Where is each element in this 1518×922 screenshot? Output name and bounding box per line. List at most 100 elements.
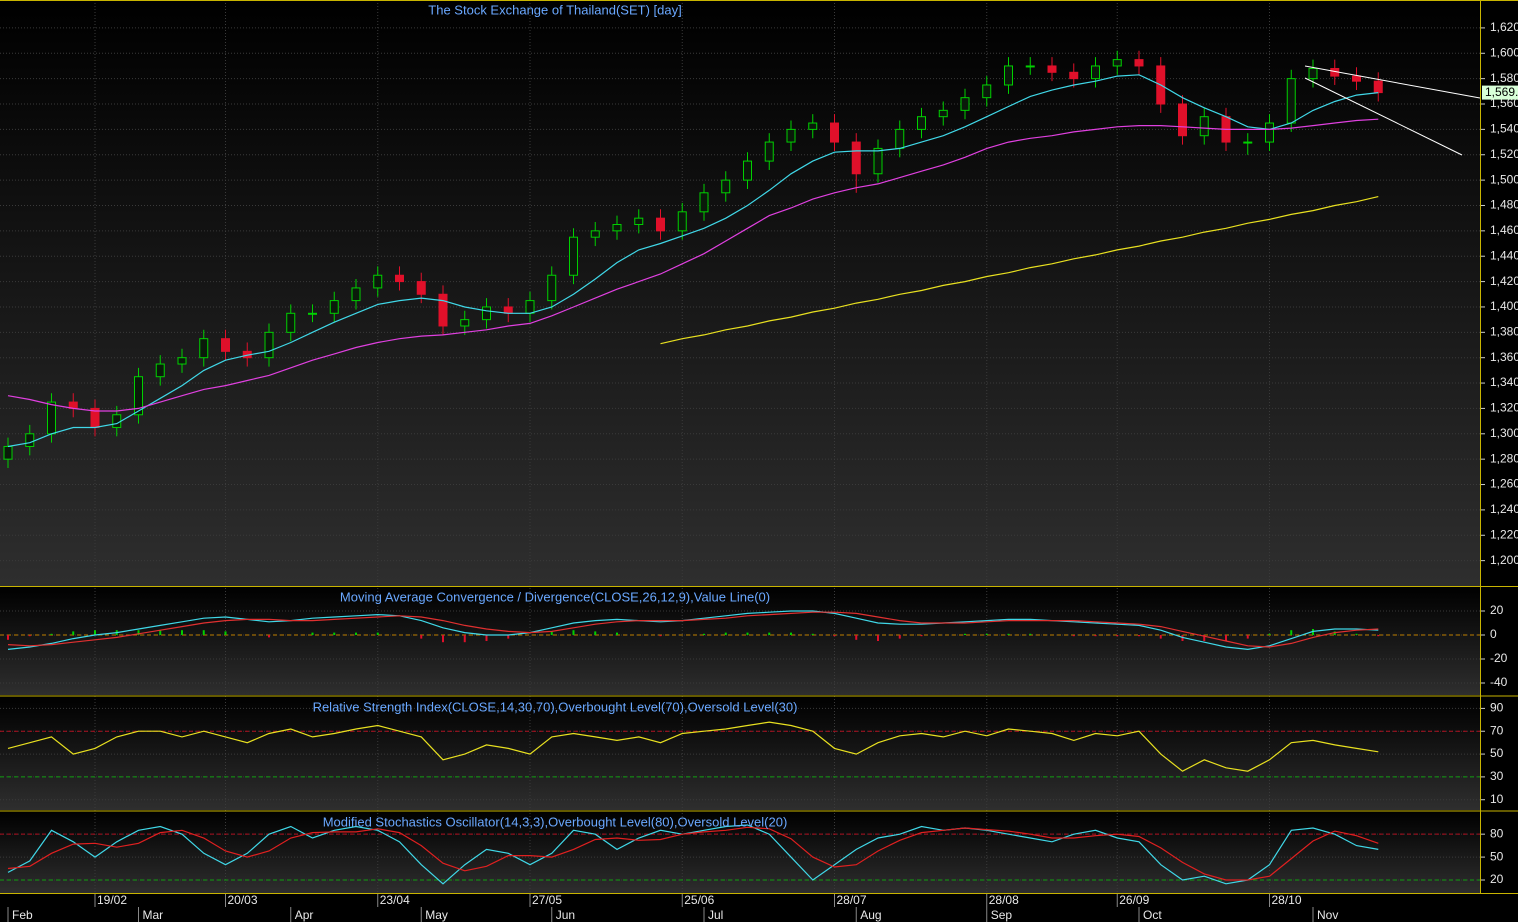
x-tick-label: 28/07 (837, 893, 867, 907)
histogram-bar (746, 632, 749, 635)
candle-body (1178, 103, 1187, 137)
last-price-box (1482, 85, 1518, 100)
candle-body (786, 128, 796, 143)
histogram-bar (703, 633, 705, 635)
candle-body (569, 236, 578, 276)
candle-body (1069, 71, 1079, 80)
candle-body (1243, 141, 1253, 144)
x-month-label: Jul (708, 908, 723, 922)
grid (0, 0, 1485, 922)
candle-body (873, 147, 883, 175)
last-price-label: 1,569. (1485, 85, 1518, 99)
x-tick-label: 20/03 (228, 893, 258, 907)
histogram-bar (877, 635, 879, 641)
y-tick-label: 1,440 (1490, 248, 1518, 262)
candle-body (416, 281, 426, 295)
x-month-label: Aug (860, 908, 881, 922)
histogram-bar (550, 631, 553, 635)
x-month-label: Jun (556, 908, 575, 922)
panel-title: Modified Stochastics Oscillator(14,3,3),… (323, 814, 788, 829)
trend-line (1304, 65, 1481, 99)
histogram-bar (202, 630, 205, 635)
histogram-bar (898, 635, 901, 639)
candle-body (1025, 65, 1035, 68)
histogram-bar (1029, 633, 1032, 635)
y-tick-label: 0 (1490, 627, 1497, 641)
x-month-label: Feb (12, 908, 33, 922)
y-tick-label: 1,360 (1490, 350, 1518, 364)
candle-body (1352, 75, 1361, 82)
candle-body (308, 312, 317, 315)
histogram-bar (1246, 635, 1249, 639)
y-tick-label: 1,320 (1490, 401, 1518, 415)
y-tick-label: 1,380 (1490, 324, 1518, 338)
histogram-bar (985, 633, 988, 635)
marks (3, 50, 1481, 885)
candle-body (851, 141, 861, 175)
candle-body (25, 433, 35, 447)
trend-line (1304, 77, 1463, 156)
histogram-bar (1094, 635, 1097, 637)
candle-body (1286, 78, 1296, 124)
candle-body (938, 109, 948, 118)
candle-body (699, 192, 709, 213)
y-tick-label: 1,420 (1490, 274, 1518, 288)
histogram-bar (485, 635, 488, 641)
x-month-label: Mar (143, 908, 164, 922)
histogram-bar (1138, 635, 1140, 637)
panel-background (0, 587, 1480, 695)
candle-body (721, 179, 731, 194)
histogram-bar (72, 631, 75, 635)
y-tick-label: 1,620 (1490, 20, 1518, 34)
candle-body (895, 128, 905, 149)
y-tick-label: 1,460 (1490, 223, 1518, 237)
histogram-bar (1377, 635, 1380, 637)
panel-title: The Stock Exchange of Thailand(SET) [day… (428, 2, 681, 17)
histogram-bar (616, 632, 618, 635)
series-line (660, 196, 1379, 345)
x-tick-label: 28/10 (1272, 893, 1302, 907)
candle-body (199, 338, 209, 359)
y-tick-label: 90 (1490, 701, 1504, 715)
histogram-bar (94, 630, 96, 635)
candle-body (329, 300, 339, 314)
histogram-bar (659, 635, 662, 637)
y-tick-label: 20 (1490, 603, 1504, 617)
histogram-bar (855, 635, 858, 640)
x-month-label: Apr (295, 908, 314, 922)
panel-background (0, 697, 1480, 810)
histogram-bar (181, 630, 183, 635)
histogram-bar (1072, 635, 1075, 637)
x-tick-label: 27/05 (532, 893, 562, 907)
series-line (7, 611, 1379, 648)
x-tick-label: 23/04 (380, 893, 410, 907)
y-tick-label: 1,500 (1490, 172, 1518, 186)
candle-body (525, 300, 535, 314)
histogram-bar (1290, 630, 1293, 635)
candle-body (743, 160, 752, 181)
histogram-bar (159, 630, 162, 635)
series-line (7, 74, 1379, 448)
backgrounds (0, 0, 1480, 893)
x-month-label: Nov (1317, 908, 1338, 922)
candle-body (1373, 80, 1383, 94)
x-month-label: May (425, 908, 448, 922)
y-tick-label: 1,260 (1490, 477, 1518, 491)
y-tick-label: 1,520 (1490, 147, 1518, 161)
candle-body (47, 401, 56, 435)
histogram-bar (507, 635, 510, 639)
histogram-bar (811, 633, 814, 635)
histogram-bar (28, 635, 31, 637)
series-line (7, 824, 1379, 885)
candle-body (808, 122, 818, 130)
candle-body (960, 97, 970, 111)
histogram-bar (790, 632, 792, 635)
candle-body (982, 84, 992, 99)
histogram-bar (224, 631, 227, 635)
series-line (7, 118, 1379, 412)
histogram-bar (7, 635, 9, 640)
histogram-bar (833, 635, 836, 637)
